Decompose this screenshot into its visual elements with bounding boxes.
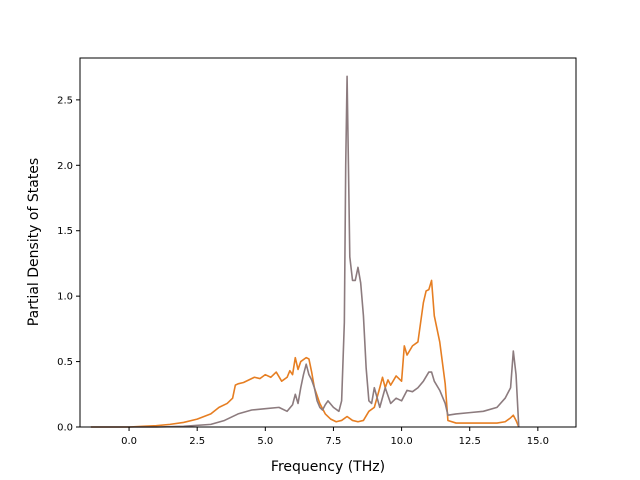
series-line-1 bbox=[90, 279, 520, 428]
x-tick-label: 5.0 bbox=[257, 436, 273, 447]
series-line-2 bbox=[90, 75, 520, 428]
plot-frame bbox=[79, 57, 577, 428]
x-tick-label: 15.0 bbox=[527, 436, 549, 447]
y-axis-title: Partial Density of States bbox=[26, 158, 42, 326]
x-tick-label: 2.5 bbox=[189, 436, 205, 447]
series-layer bbox=[90, 75, 520, 428]
y-tick-label: 0.5 bbox=[57, 357, 73, 368]
x-axis: 0.0 2.5 5.0 7.5 10.0 12.5 15.0 bbox=[121, 427, 549, 447]
x-tick-label: 12.5 bbox=[459, 436, 481, 447]
y-tick-label: 2.5 bbox=[57, 95, 73, 106]
y-tick-label: 0.0 bbox=[57, 423, 73, 434]
x-tick-label: 10.0 bbox=[390, 436, 412, 447]
y-tick-label: 1.5 bbox=[57, 226, 73, 237]
x-tick-label: 7.5 bbox=[325, 436, 341, 447]
y-tick-label: 1.0 bbox=[57, 292, 73, 303]
y-axis: 0.0 0.5 1.0 1.5 2.0 2.5 bbox=[57, 95, 80, 434]
x-tick-label: 0.0 bbox=[121, 436, 137, 447]
x-axis-title: Frequency (THz) bbox=[271, 459, 385, 475]
y-tick-label: 2.0 bbox=[57, 161, 73, 172]
